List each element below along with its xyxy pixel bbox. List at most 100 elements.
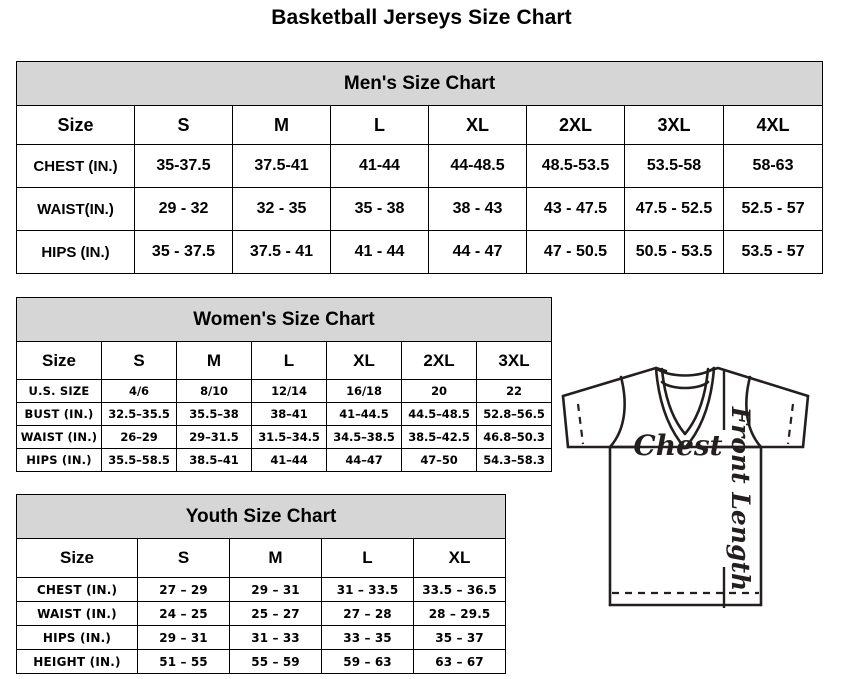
womens-data-cell: 41–44.5 [326, 402, 402, 426]
womens-data-cell: 16/18 [326, 379, 402, 403]
womens-data-cell: 29–31.5 [176, 425, 252, 449]
mens-data-cell: 37.5-41 [232, 144, 331, 188]
womens-data-cell: 31.5–34.5 [251, 425, 327, 449]
womens-data-cell: 20 [401, 379, 477, 403]
womens-data-cell: 54.3–58.3 [476, 448, 552, 472]
mens-header-cell: S [134, 105, 233, 145]
mens-data-cell: 47.5 - 52.5 [624, 187, 724, 231]
mens-header-cell: 2XL [526, 105, 625, 145]
youth-data-cell: 51 – 55 [137, 649, 230, 674]
youth-header-cell: M [229, 538, 322, 578]
womens-data-cell: 35.5–38 [176, 402, 252, 426]
womens-data-cell: 38.5–42.5 [401, 425, 477, 449]
mens-header-cell: L [330, 105, 429, 145]
table-row: U.S. SIZE 4/6 8/10 12/14 16/18 20 22 [16, 379, 552, 403]
youth-header-cell: XL [412, 538, 507, 578]
youth-data-cell: 27 – 28 [321, 601, 414, 626]
mens-data-cell: 43 - 47.5 [526, 187, 625, 231]
mens-data-cell: 41 - 44 [330, 230, 429, 274]
womens-header-cell: Size [16, 341, 102, 380]
youth-data-cell: 63 – 67 [412, 649, 507, 674]
mens-data-cell: 48.5-53.5 [526, 144, 625, 188]
mens-data-cell: 44-48.5 [428, 144, 527, 188]
womens-header-cell: M [176, 341, 252, 380]
left-armhole-curve [608, 375, 626, 449]
right-armhole-curve [745, 375, 763, 449]
womens-data-cell: 52.8–56.5 [476, 402, 552, 426]
womens-row-label: BUST (IN.) [16, 402, 102, 426]
youth-data-cell: 31 – 33 [229, 625, 322, 650]
table-row: HIPS (IN.) 35 - 37.5 37.5 - 41 41 - 44 4… [16, 230, 824, 274]
youth-header-cell: L [321, 538, 414, 578]
mens-data-cell: 47 - 50.5 [526, 230, 625, 274]
mens-header-cell: Size [16, 105, 135, 145]
womens-data-cell: 44–47 [326, 448, 402, 472]
jersey-outline-group [561, 366, 810, 607]
front-length-measure-label: Front Length [726, 406, 755, 591]
youth-data-cell: 55 – 59 [229, 649, 322, 674]
collar-band-arc-upper [654, 366, 716, 377]
chest-measure-label: Chest [633, 429, 722, 462]
mens-data-cell: 41-44 [330, 144, 429, 188]
youth-data-cell: 25 – 27 [229, 601, 322, 626]
mens-data-cell: 35 - 37.5 [134, 230, 233, 274]
mens-data-cell: 44 - 47 [428, 230, 527, 274]
mens-data-cell: 52.5 - 57 [722, 187, 824, 231]
neckline-outer [654, 366, 716, 450]
womens-row-label: WAIST (IN.) [16, 425, 102, 449]
table-row: WAIST (IN.) 24 – 25 25 – 27 27 – 28 28 –… [16, 601, 507, 626]
table-row: HIPS (IN.) 29 – 31 31 – 33 33 – 35 35 – … [16, 625, 507, 650]
table-row: WAIST (IN.) 26–29 29–31.5 31.5–34.5 34.5… [16, 425, 552, 449]
mens-data-cell: 29 - 32 [134, 187, 233, 231]
right-cuff-dashed-line [786, 403, 795, 445]
youth-data-cell: 29 – 31 [137, 625, 230, 650]
neckline-middle [660, 367, 710, 436]
mens-row-label: CHEST (IN.) [16, 144, 135, 188]
womens-header-cell: 3XL [476, 341, 552, 380]
dashed-guides-group [576, 403, 795, 595]
table-row: BUST (IN.) 32.5–35.5 35.5–38 38–41 41–44… [16, 402, 552, 426]
jersey-illustration-svg: Chest Front Length [561, 366, 810, 608]
mens-data-cell: 35-37.5 [134, 144, 233, 188]
womens-header-cell: 2XL [401, 341, 477, 380]
womens-data-cell: 46.8–50.3 [476, 425, 552, 449]
youth-data-cell: 31 – 33.5 [321, 577, 414, 602]
womens-row-label: HIPS (IN.) [16, 448, 102, 472]
womens-size-chart-table: Women's Size Chart Size S M L XL 2XL 3XL… [16, 297, 552, 472]
youth-header-cell: S [137, 538, 230, 578]
youth-size-chart-table: Youth Size Chart Size S M L XL CHEST (IN… [15, 494, 507, 674]
table-row: CHEST (IN.) 27 – 29 29 – 31 31 – 33.5 33… [16, 577, 507, 602]
womens-data-cell: 34.5–38.5 [326, 425, 402, 449]
womens-row-label: U.S. SIZE [16, 379, 102, 403]
youth-header-row: Size S M L XL [16, 538, 507, 578]
left-shoulder-line [561, 366, 668, 398]
right-sleeve-edge [801, 394, 810, 449]
youth-data-cell: 33.5 – 36.5 [412, 577, 507, 602]
mens-band-row: Men's Size Chart [15, 61, 824, 106]
youth-data-cell: 24 – 25 [137, 601, 230, 626]
table-row: HEIGHT (IN.) 51 – 55 55 – 59 59 – 63 63 … [16, 649, 507, 674]
mens-chart-band-title: Men's Size Chart [15, 61, 824, 106]
mens-header-cell: XL [428, 105, 527, 145]
womens-data-cell: 26–29 [101, 425, 177, 449]
youth-row-label: CHEST (IN.) [16, 577, 138, 602]
mens-header-row: Size S M L XL 2XL 3XL 4XL [16, 105, 824, 145]
youth-data-cell: 35 – 37 [412, 625, 507, 650]
mens-header-cell: M [232, 105, 331, 145]
womens-data-cell: 32.5–35.5 [101, 402, 177, 426]
collar-band-arc-lower [660, 380, 710, 390]
youth-data-cell: 27 – 29 [137, 577, 230, 602]
youth-row-label: HIPS (IN.) [16, 625, 138, 650]
womens-data-cell: 8/10 [176, 379, 252, 403]
youth-band-row: Youth Size Chart [15, 494, 507, 539]
youth-chart-band-title: Youth Size Chart [15, 494, 507, 539]
womens-header-cell: XL [326, 341, 402, 380]
womens-data-cell: 4/6 [101, 379, 177, 403]
womens-data-cell: 47–50 [401, 448, 477, 472]
mens-data-cell: 38 - 43 [428, 187, 527, 231]
mens-row-label: WAIST(IN.) [16, 187, 135, 231]
page-title: Basketball Jerseys Size Chart [271, 6, 572, 29]
womens-chart-band-title: Women's Size Chart [16, 297, 552, 342]
womens-header-cell: S [101, 341, 177, 380]
table-row: HIPS (IN.) 35.5–58.5 38.5–41 41–44 44–47… [16, 448, 552, 472]
